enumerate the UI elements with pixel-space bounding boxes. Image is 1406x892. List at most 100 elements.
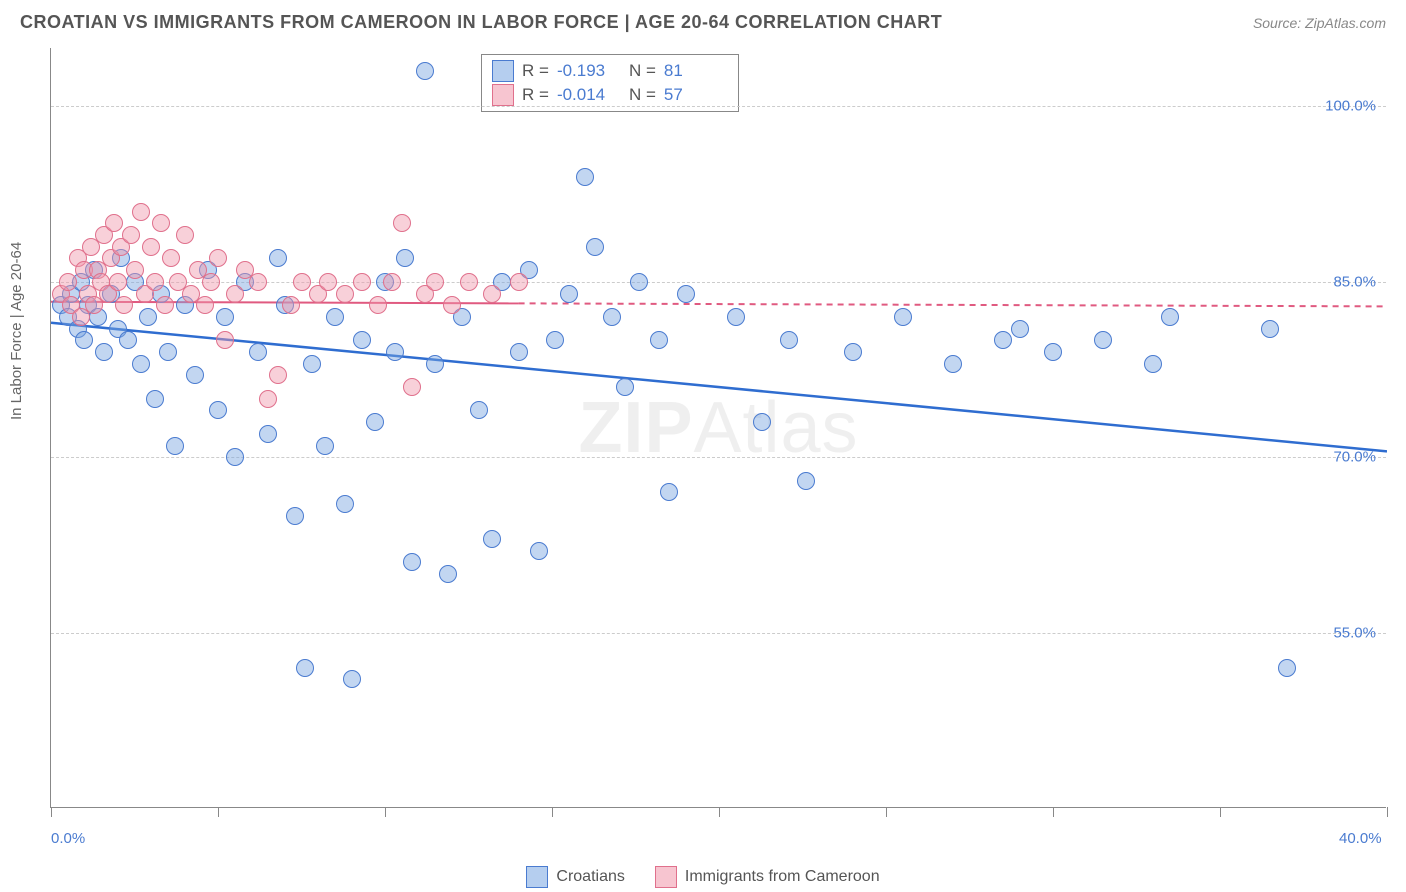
scatter-point [894,308,912,326]
scatter-point [616,378,634,396]
gridline [51,633,1386,634]
swatch-icon [655,866,677,888]
chart-title: CROATIAN VS IMMIGRANTS FROM CAMEROON IN … [20,12,942,33]
scatter-point [152,214,170,232]
scatter-point [216,308,234,326]
scatter-point [586,238,604,256]
watermark: ZIPAtlas [578,387,858,469]
scatter-point [126,261,144,279]
scatter-point [343,670,361,688]
scatter-point [460,273,478,291]
scatter-point [576,168,594,186]
x-tick [385,807,386,817]
header: CROATIAN VS IMMIGRANTS FROM CAMEROON IN … [0,0,1406,41]
scatter-point [249,343,267,361]
scatter-point [142,238,160,256]
scatter-point [115,296,133,314]
x-tick [1387,807,1388,817]
y-axis-label: In Labor Force | Age 20-64 [8,242,25,420]
scatter-point [780,331,798,349]
scatter-point [560,285,578,303]
scatter-point [59,273,77,291]
scatter-point [293,273,311,291]
scatter-point [403,378,421,396]
scatter-point [259,390,277,408]
scatter-point [439,565,457,583]
scatter-point [369,296,387,314]
scatter-chart: ZIPAtlas R = -0.193 N = 81 R = -0.014 N … [50,48,1386,808]
y-tick-label: 70.0% [1333,449,1376,466]
scatter-point [95,343,113,361]
scatter-point [316,437,334,455]
scatter-point [186,366,204,384]
swatch-icon [526,866,548,888]
scatter-point [119,331,137,349]
scatter-point [156,296,174,314]
swatch-icon [492,60,514,82]
scatter-point [483,530,501,548]
scatter-point [132,203,150,221]
scatter-point [353,331,371,349]
x-tick-label: 40.0% [1339,830,1382,847]
scatter-point [196,296,214,314]
scatter-point [132,355,150,373]
watermark-bold: ZIP [578,388,693,468]
legend-item: Croatians [526,866,624,888]
scatter-point [146,273,164,291]
scatter-point [166,437,184,455]
n-label: N = [629,85,656,105]
scatter-point [753,413,771,431]
scatter-point [159,343,177,361]
x-tick [552,807,553,817]
scatter-point [393,214,411,232]
scatter-point [386,343,404,361]
scatter-point [1278,659,1296,677]
source-label: Source: ZipAtlas.com [1253,15,1386,31]
scatter-point [282,296,300,314]
scatter-point [546,331,564,349]
scatter-point [944,355,962,373]
watermark-thin: Atlas [693,388,858,468]
scatter-point [286,507,304,525]
scatter-point [426,273,444,291]
x-tick-label: 0.0% [51,830,85,847]
scatter-point [677,285,695,303]
scatter-point [366,413,384,431]
scatter-point [1144,355,1162,373]
scatter-point [727,308,745,326]
gridline [51,457,1386,458]
x-tick [886,807,887,817]
scatter-point [510,273,528,291]
scatter-point [416,62,434,80]
x-tick [1053,807,1054,817]
scatter-point [994,331,1012,349]
scatter-point [122,226,140,244]
r-label: R = [522,61,549,81]
scatter-point [1261,320,1279,338]
scatter-point [202,273,220,291]
legend-label: Immigrants from Cameroon [685,868,880,886]
scatter-point [603,308,621,326]
scatter-point [336,285,354,303]
scatter-point [630,273,648,291]
scatter-point [383,273,401,291]
scatter-point [844,343,862,361]
scatter-point [443,296,461,314]
x-tick [218,807,219,817]
r-value: -0.193 [557,61,621,81]
scatter-point [426,355,444,373]
scatter-point [226,448,244,466]
y-tick-label: 55.0% [1333,624,1376,641]
scatter-point [319,273,337,291]
y-tick-label: 100.0% [1325,98,1376,115]
scatter-point [403,553,421,571]
swatch-icon [492,84,514,106]
scatter-point [303,355,321,373]
gridline [51,106,1386,107]
scatter-point [353,273,371,291]
scatter-point [209,401,227,419]
r-label: R = [522,85,549,105]
scatter-point [176,226,194,244]
scatter-point [1011,320,1029,338]
stats-row: R = -0.193 N = 81 [492,59,728,83]
